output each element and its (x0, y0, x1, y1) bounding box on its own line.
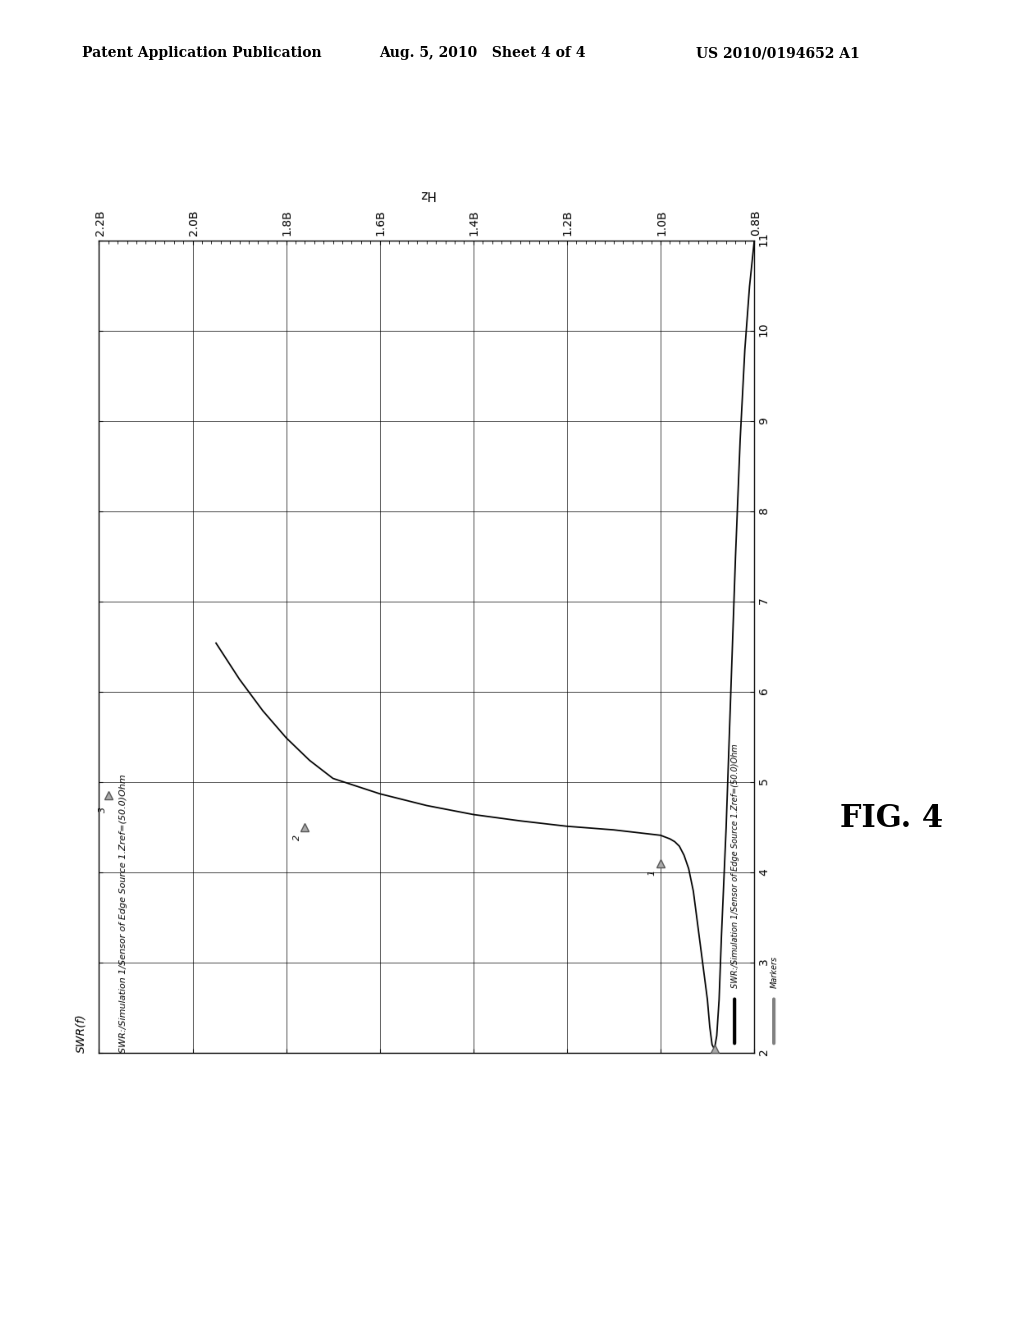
Text: US 2010/0194652 A1: US 2010/0194652 A1 (696, 46, 860, 61)
Text: Patent Application Publication: Patent Application Publication (82, 46, 322, 61)
Text: FIG. 4: FIG. 4 (840, 803, 943, 834)
Text: Aug. 5, 2010   Sheet 4 of 4: Aug. 5, 2010 Sheet 4 of 4 (379, 46, 586, 61)
